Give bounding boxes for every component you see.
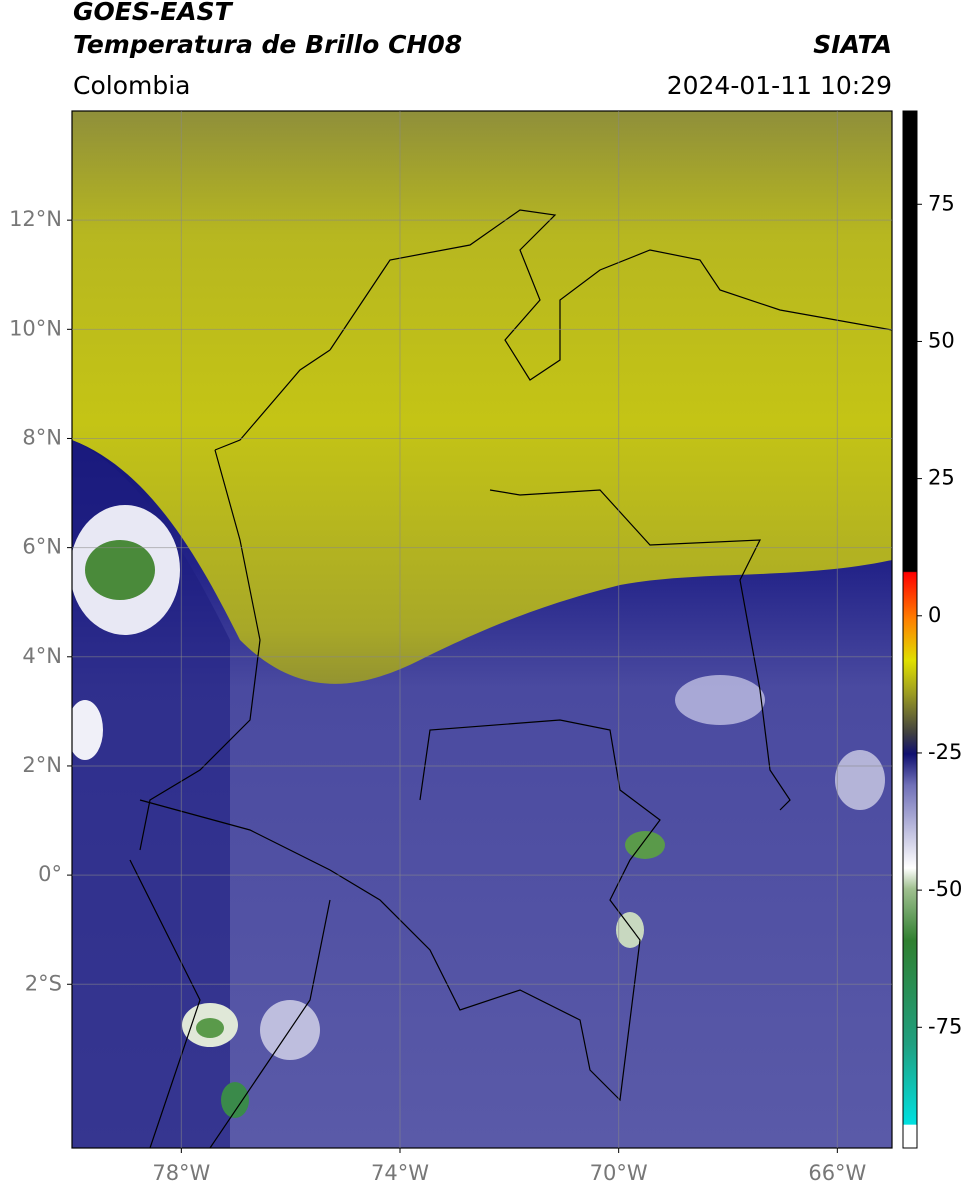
colorbar-label: -25	[928, 740, 962, 764]
y-tick-label: 4°N	[22, 644, 62, 668]
colorbar	[902, 110, 918, 1149]
source: SIATA	[813, 30, 892, 59]
colorbar-label: 0	[928, 603, 941, 627]
y-tick-label: 8°N	[22, 425, 62, 449]
x-tick-label: 78°W	[152, 1161, 210, 1185]
colorbar-label: 25	[928, 466, 955, 490]
subtitle: Temperatura de Brillo CH08	[73, 30, 462, 59]
colorbar-label: -50	[928, 877, 962, 901]
datetime: 2024-01-11 10:29	[667, 71, 892, 100]
y-tick-label: 12°N	[9, 207, 62, 231]
satellite-image	[72, 111, 892, 1148]
x-tick-label: 74°W	[371, 1161, 429, 1185]
colorbar-label: -75	[928, 1014, 962, 1038]
map-frame	[71, 110, 893, 1149]
region: Colombia	[73, 71, 190, 100]
y-tick-label: 2°N	[22, 753, 62, 777]
colorbar-label: 50	[928, 328, 955, 352]
y-tick-label: 10°N	[9, 316, 62, 340]
y-tick-label: 0°	[38, 862, 62, 886]
x-tick-label: 66°W	[808, 1161, 866, 1185]
title: GOES-EAST	[73, 0, 234, 26]
x-tick-label: 70°W	[590, 1161, 648, 1185]
y-tick-label: 6°N	[22, 535, 62, 559]
y-tick-label: 2°S	[25, 971, 62, 995]
colorbar-label: 75	[928, 191, 955, 215]
